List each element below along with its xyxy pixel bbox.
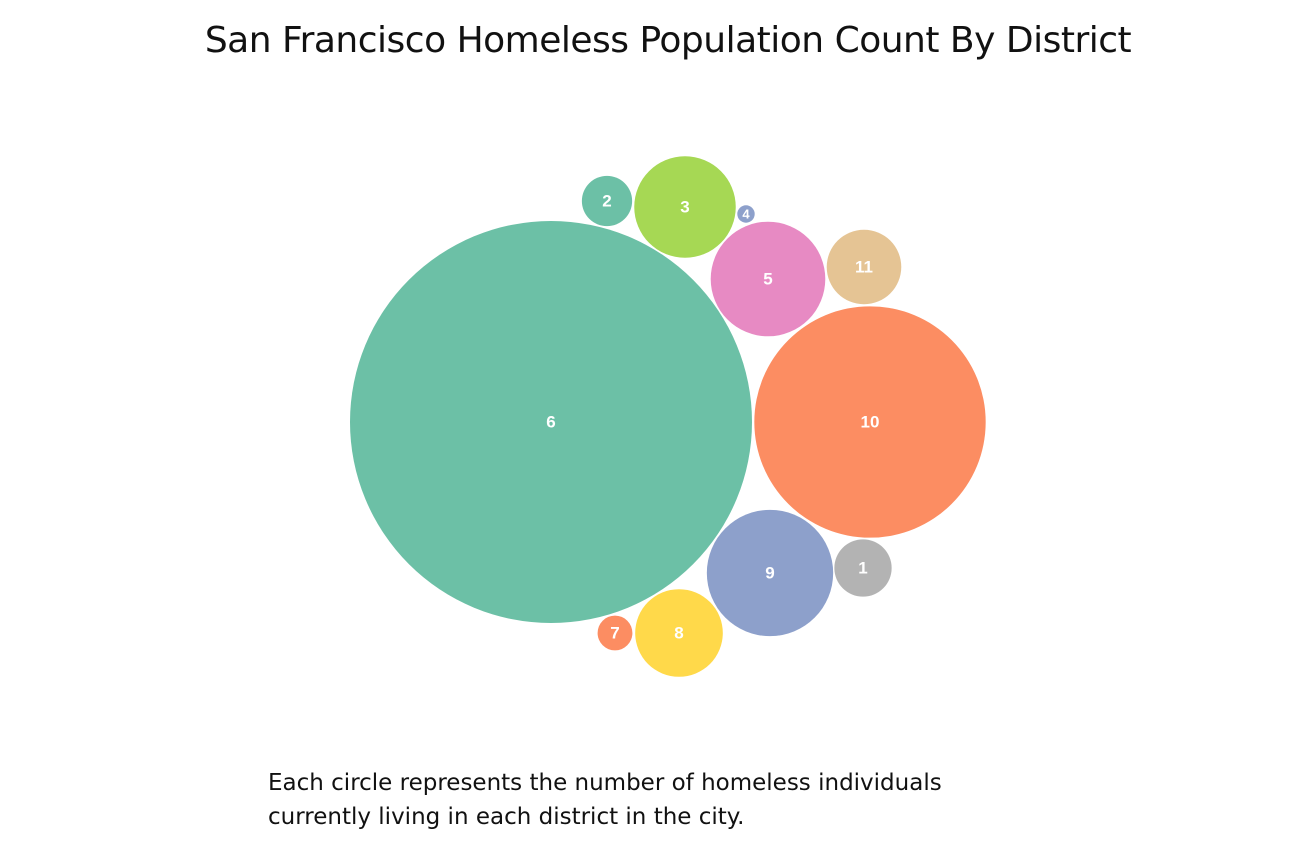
bubble-district-11 — [826, 229, 902, 305]
bubble-district-10 — [754, 306, 986, 538]
bubble-label-district-3: 3 — [680, 198, 689, 217]
bubble-district-7 — [597, 615, 633, 651]
bubble-district-4 — [737, 205, 755, 223]
bubble-label-district-5: 5 — [763, 270, 772, 289]
caption-line-2: currently living in each district in the… — [268, 804, 745, 830]
caption-line-1: Each circle represents the number of hom… — [268, 770, 942, 796]
bubble-label-district-4: 4 — [742, 207, 750, 222]
bubble-district-3 — [634, 156, 736, 258]
bubble-district-8 — [635, 589, 723, 677]
bubble-district-1 — [834, 539, 892, 597]
bubble-label-district-6: 6 — [546, 413, 555, 432]
bubble-label-district-8: 8 — [674, 624, 683, 643]
chart-caption: Each circle represents the number of hom… — [268, 766, 1028, 834]
bubble-label-district-7: 7 — [610, 624, 619, 643]
bubble-label-district-2: 2 — [602, 192, 611, 211]
bubble-district-6 — [350, 221, 752, 623]
bubble-district-5 — [710, 221, 826, 337]
bubble-district-2 — [581, 175, 633, 227]
bubble-label-district-11: 11 — [855, 258, 873, 277]
bubble-label-district-10: 10 — [861, 413, 880, 432]
bubble-district-9 — [706, 509, 834, 637]
chart-title: San Francisco Homeless Population Count … — [204, 20, 1132, 61]
bubble-label-district-1: 1 — [858, 559, 867, 578]
bubble-label-district-9: 9 — [765, 564, 774, 583]
